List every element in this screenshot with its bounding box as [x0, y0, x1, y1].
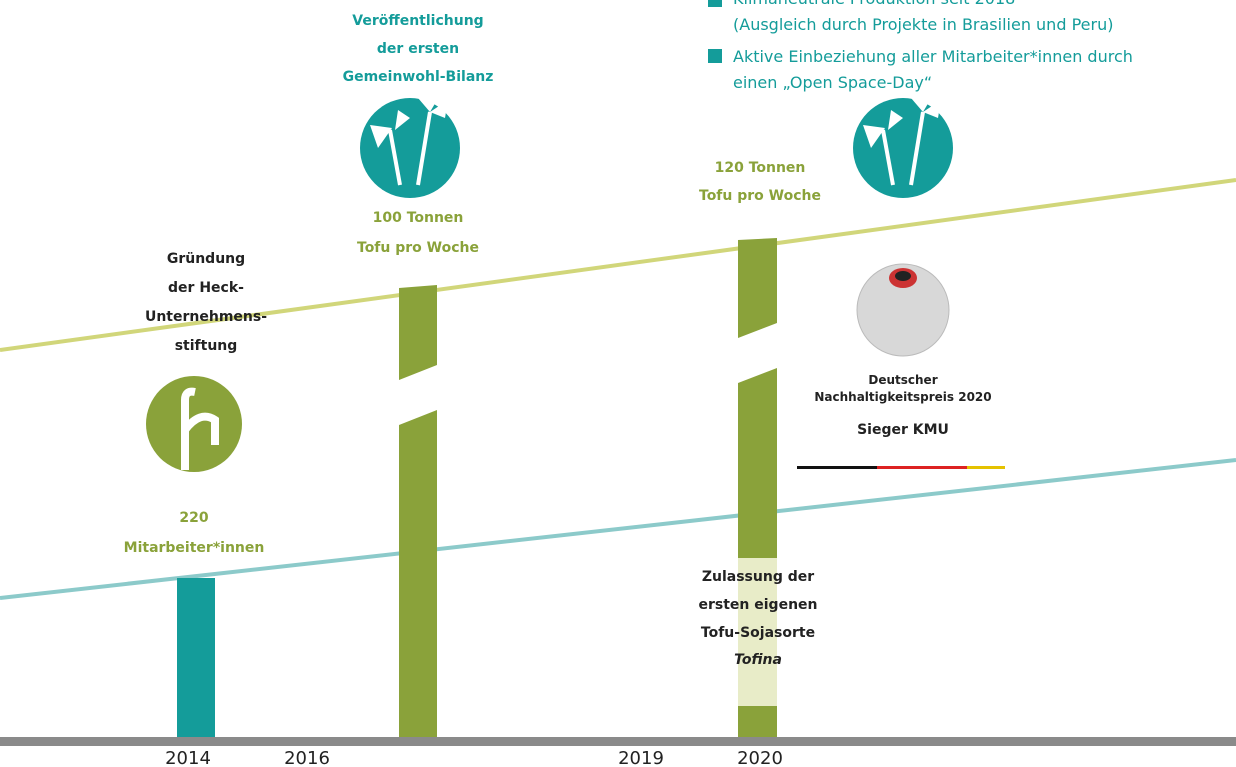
label: stiftung [175, 338, 238, 354]
label: 220 [179, 510, 208, 526]
bullet-text: Klimaneutrale Produktion seit 2018 [733, 0, 1015, 8]
bullet-text: Aktive Einbeziehung aller Mitarbeiter*in… [733, 47, 1133, 66]
label: der ersten [377, 41, 459, 57]
bar [399, 285, 437, 380]
award-title: Deutscher [868, 373, 937, 387]
label: ersten eigenen [699, 597, 818, 613]
label: Zulassung der [702, 569, 814, 585]
bar [738, 238, 777, 338]
flag-stripe [877, 466, 967, 469]
label: Tofu-Sojasorte [701, 625, 815, 641]
label: Veröffentlichung [352, 13, 483, 29]
label: Tofu pro Woche [699, 188, 821, 204]
logo-icon [146, 376, 242, 472]
bar [177, 578, 215, 740]
label: 120 Tonnen [715, 160, 806, 176]
bullet-square [708, 0, 722, 7]
label: Tofina [734, 652, 782, 668]
label: Gemeinwohl-Bilanz [343, 69, 494, 85]
baseline [0, 737, 1236, 746]
teal-line [0, 458, 1236, 600]
bullet-text: einen „Open Space-Day“ [733, 73, 932, 92]
label: der Heck- [168, 280, 244, 296]
flag-stripe [967, 466, 1005, 469]
year: 2014 [165, 748, 211, 767]
palm-icon [360, 95, 460, 198]
flag-stripe [797, 466, 877, 469]
label: Gründung [167, 251, 245, 267]
label: Mitarbeiter*innen [124, 540, 265, 556]
year: 2020 [737, 748, 783, 767]
green-line [0, 178, 1236, 352]
bullet-text: (Ausgleich durch Projekte in Brasilien u… [733, 15, 1113, 34]
award-subtitle: Sieger KMU [857, 422, 949, 438]
award-title: Nachhaltigkeitspreis 2020 [814, 390, 991, 404]
label: 100 Tonnen [373, 210, 464, 226]
label: Tofu pro Woche [357, 240, 479, 256]
palm-icon [853, 95, 953, 198]
year: 2016 [284, 748, 330, 767]
award-icon [856, 263, 950, 357]
bar [399, 410, 437, 740]
bullet-square [708, 49, 722, 63]
year: 2019 [618, 748, 664, 767]
highlight [738, 558, 777, 706]
label: Unternehmens- [145, 309, 267, 325]
